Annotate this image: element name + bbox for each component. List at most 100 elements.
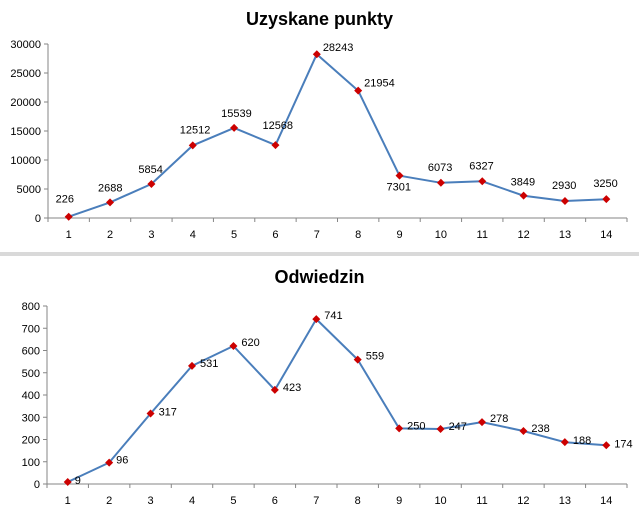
data-label: 96 xyxy=(116,455,128,467)
chart-title: Odwiedzin xyxy=(274,267,365,287)
data-label: 278 xyxy=(490,413,508,425)
y-tick-label: 30000 xyxy=(10,39,41,51)
y-tick-label: 20000 xyxy=(10,97,41,109)
data-label: 531 xyxy=(200,358,218,370)
y-tick-label: 700 xyxy=(22,323,40,335)
data-point xyxy=(105,458,114,467)
data-point xyxy=(602,195,611,204)
y-tick-label: 300 xyxy=(22,412,40,424)
data-label: 423 xyxy=(283,382,301,394)
y-tick-label: 0 xyxy=(35,213,41,225)
x-tick-label: 4 xyxy=(190,229,196,241)
data-label: 9 xyxy=(75,475,81,487)
data-label: 3250 xyxy=(593,178,617,190)
x-tick-label: 11 xyxy=(477,229,488,241)
data-label: 12512 xyxy=(180,124,211,136)
y-tick-label: 100 xyxy=(22,457,40,469)
series-line xyxy=(68,53,607,218)
x-tick-label: 3 xyxy=(148,229,154,241)
chart-panel-visits: Odwiedzin 0 100 200 300 400 500 600 700 800 1 2 3 4 5… xyxy=(0,256,639,512)
x-tick-label: 5 xyxy=(230,495,236,507)
data-label: 188 xyxy=(573,435,591,447)
x-tick-label: 9 xyxy=(396,495,402,507)
data-label: 15539 xyxy=(221,108,252,120)
y-tick-label: 0 xyxy=(34,479,40,491)
data-label: 247 xyxy=(449,421,467,433)
y-tick-label: 600 xyxy=(22,346,40,358)
data-label: 741 xyxy=(324,310,342,322)
data-point xyxy=(188,361,196,370)
x-tick-label: 8 xyxy=(355,229,361,241)
data-point xyxy=(312,315,321,324)
data-point xyxy=(147,180,156,189)
data-label: 6073 xyxy=(428,162,452,174)
data-label: 7301 xyxy=(387,182,411,194)
y-tick-label: 500 xyxy=(22,368,40,380)
x-tick-label: 6 xyxy=(272,495,278,507)
data-point xyxy=(519,191,528,200)
data-point xyxy=(519,427,528,436)
data-point xyxy=(188,141,197,150)
chart-title: Uzyskane punkty xyxy=(245,9,394,29)
data-label: 174 xyxy=(614,438,632,450)
data-label: 226 xyxy=(56,194,74,206)
data-label: 238 xyxy=(531,423,549,435)
data-point xyxy=(271,141,280,150)
x-tick-label: 14 xyxy=(600,229,612,241)
x-tick-label: 2 xyxy=(106,495,112,507)
data-point xyxy=(229,342,238,351)
x-tick-label: 11 xyxy=(476,495,487,507)
x-tick-label: 7 xyxy=(313,495,319,507)
x-tick-label: 1 xyxy=(66,229,72,241)
data-point xyxy=(353,355,362,364)
data-point xyxy=(560,197,569,206)
y-tick-label: 200 xyxy=(22,435,40,447)
data-point xyxy=(478,177,487,186)
data-label: 5854 xyxy=(138,164,162,176)
x-tick-label: 12 xyxy=(517,495,529,507)
x-tick-label: 1 xyxy=(65,495,71,507)
data-point xyxy=(478,418,486,427)
data-label: 620 xyxy=(241,337,259,349)
data-point xyxy=(270,385,279,394)
y-tick-label: 15000 xyxy=(10,126,41,138)
data-label: 2930 xyxy=(552,180,576,192)
x-tick-label: 4 xyxy=(189,495,195,507)
x-tick-label: 7 xyxy=(314,229,320,241)
data-point xyxy=(395,171,404,180)
chart-panel-points: Uzyskane punkty 0 5000 10000 15000 20000 2500… xyxy=(0,0,639,252)
y-tick-label: 25000 xyxy=(10,68,41,80)
x-tick-label: 14 xyxy=(600,495,612,507)
data-label: 559 xyxy=(366,351,384,363)
x-tick-label: 6 xyxy=(272,229,278,241)
y-tick-label: 400 xyxy=(22,390,40,402)
x-tick-label: 5 xyxy=(231,229,237,241)
y-tick-label: 10000 xyxy=(10,155,41,167)
x-tick-label: 10 xyxy=(435,229,447,241)
data-point xyxy=(63,477,72,486)
data-point xyxy=(602,441,611,450)
x-tick-label: 2 xyxy=(107,229,113,241)
data-point xyxy=(64,212,73,221)
x-tick-label: 13 xyxy=(559,495,571,507)
data-label: 21954 xyxy=(364,78,395,90)
data-point xyxy=(436,178,445,187)
data-point xyxy=(106,198,115,207)
series-line xyxy=(67,318,607,483)
data-label: 2688 xyxy=(98,182,122,194)
data-label: 317 xyxy=(159,406,177,418)
data-label: 28243 xyxy=(323,42,354,54)
data-label: 6327 xyxy=(469,160,493,172)
x-tick-label: 3 xyxy=(148,495,154,507)
x-tick-label: 13 xyxy=(559,229,571,241)
x-tick-label: 10 xyxy=(434,495,446,507)
x-tick-label: 9 xyxy=(396,229,402,241)
y-tick-label: 5000 xyxy=(17,184,41,196)
y-tick-label: 800 xyxy=(22,301,40,313)
x-tick-label: 12 xyxy=(517,229,529,241)
x-tick-label: 8 xyxy=(355,495,361,507)
data-label: 12568 xyxy=(262,120,293,132)
data-label: 250 xyxy=(407,420,425,432)
